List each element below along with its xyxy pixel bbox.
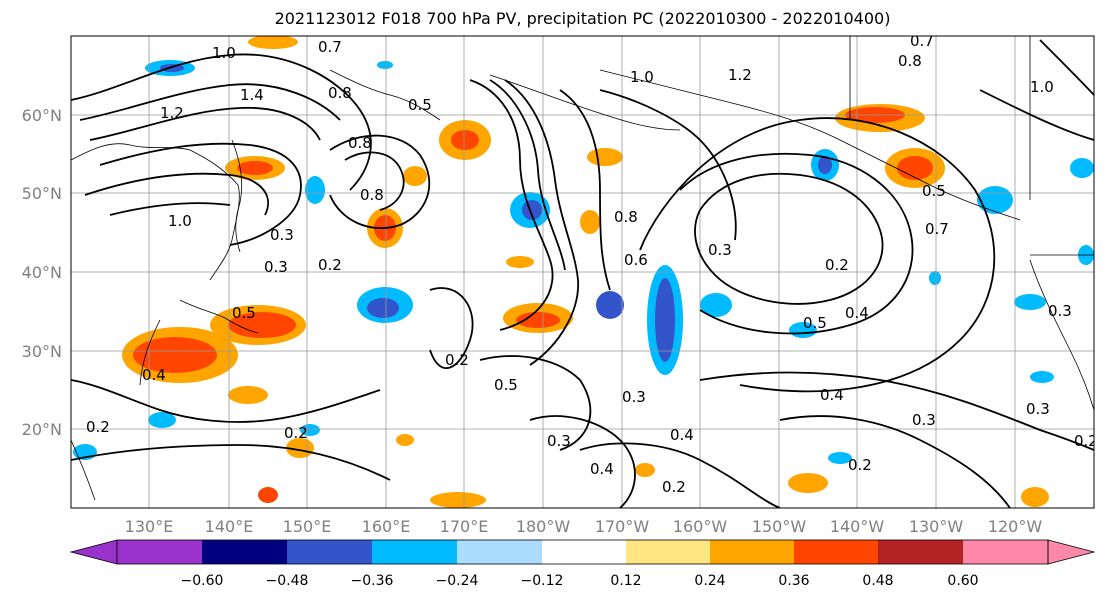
contour-label: 0.8: [898, 52, 922, 70]
contour-label: 0.7: [925, 220, 949, 238]
lon-label: 150°W: [752, 517, 807, 536]
contour-label: 0.3: [1026, 400, 1050, 418]
contour-label: 0.4: [590, 460, 614, 478]
colorbar-segment: [202, 540, 287, 564]
contour-label: 0.3: [1048, 302, 1072, 320]
contour-label: 0.4: [670, 426, 694, 444]
colorbar-tick-label: 0.12: [610, 573, 641, 589]
colorbar-segment: [117, 540, 202, 564]
map-border: [70, 35, 1095, 509]
colorbar: −0.60 −0.48 −0.36 −0.24 −0.12 0.12 0.24 …: [69, 539, 1096, 589]
colorbar-tick-label: 0.60: [947, 573, 978, 589]
colorbar-segment: [710, 540, 794, 564]
colorbar-segment: [372, 540, 457, 564]
contour-label: 0.4: [845, 304, 869, 322]
map-gridlines: [71, 36, 1094, 508]
colorbar-segment: [878, 540, 963, 564]
colorbar-segment: [287, 540, 372, 564]
lon-label: 120°W: [988, 517, 1043, 536]
contour-label: 0.2: [848, 456, 872, 474]
lon-label: 140°E: [205, 517, 254, 536]
contour-label: 1.0: [1030, 78, 1054, 96]
colorbar-segment: [794, 540, 878, 564]
colorbar-tick-label: 0.24: [694, 573, 725, 589]
lat-label-30n: 30°N: [22, 342, 62, 361]
contour-label: 0.3: [912, 411, 936, 429]
lat-label-40n: 40°N: [22, 263, 62, 282]
contour-label: 1.0: [212, 44, 236, 62]
contour-label: 0.3: [270, 226, 294, 244]
colorbar-tick-label: 0.48: [862, 573, 893, 589]
contour-label: 0.3: [547, 432, 571, 450]
contour-label: 1.4: [240, 86, 264, 104]
contour-label: 0.2: [318, 256, 342, 274]
contour-label: 0.2: [284, 424, 308, 442]
contour-label: 0.5: [922, 182, 946, 200]
contour-label: 0.2: [1074, 432, 1098, 450]
contour-label: 0.2: [825, 256, 849, 274]
lat-label-20n: 20°N: [22, 420, 62, 439]
contour-label: 0.3: [264, 258, 288, 276]
contour-label: 0.8: [360, 186, 384, 204]
contour-label: 0.2: [445, 351, 469, 369]
colorbar-tick-label: −0.36: [351, 573, 394, 589]
lon-label: 140°W: [830, 517, 885, 536]
lat-label-60n: 60°N: [22, 106, 62, 125]
longitude-labels: 130°E 140°E 150°E 160°E 170°E 180°W 170°…: [125, 517, 1043, 536]
colorbar-segment: [963, 540, 1048, 564]
contour-label: 1.0: [630, 68, 654, 86]
lon-label: 160°W: [673, 517, 728, 536]
contour-label: 1.2: [160, 104, 184, 122]
colorbar-tick-label: −0.24: [436, 573, 479, 589]
pv-contours: [71, 39, 1094, 508]
contour-label: 0.5: [803, 314, 827, 332]
colorbar-extend-left: [69, 539, 118, 565]
colorbar-tick-label: 0.36: [778, 573, 809, 589]
lon-label: 130°W: [909, 517, 964, 536]
colorbar-tick-label: −0.12: [521, 573, 564, 589]
contour-label: 1.0: [168, 212, 192, 230]
lon-label: 130°E: [125, 517, 174, 536]
contour-label: 0.7: [910, 32, 934, 50]
contour-label: 0.2: [662, 478, 686, 496]
lat-label-50n: 50°N: [22, 184, 62, 203]
lon-label: 180°W: [516, 517, 571, 536]
contour-label: 1.2: [728, 66, 752, 84]
contour-label: 0.4: [142, 366, 166, 384]
contour-label: 0.5: [408, 96, 432, 114]
lon-label: 170°E: [440, 517, 489, 536]
lon-label: 160°E: [362, 517, 411, 536]
colorbar-segment: [626, 540, 710, 564]
coastlines: [71, 36, 1094, 501]
colorbar-border: [116, 539, 1049, 565]
lon-label: 170°W: [595, 517, 650, 536]
contour-label: 0.5: [232, 304, 256, 322]
contour-label: 0.3: [622, 388, 646, 406]
contour-label: 0.7: [318, 38, 342, 56]
colorbar-segment: [542, 540, 626, 564]
contour-label: 0.5: [494, 376, 518, 394]
lon-label: 150°E: [283, 517, 332, 536]
contour-label: 0.4: [820, 386, 844, 404]
contour-label: 0.6: [624, 251, 648, 269]
contour-label: 0.2: [86, 418, 110, 436]
contour-label: 0.3: [708, 241, 732, 259]
colorbar-segment: [457, 540, 542, 564]
contour-label: 0.8: [348, 134, 372, 152]
colorbar-extend-right: [1047, 539, 1096, 565]
latitude-labels: 60°N 50°N 40°N 30°N 20°N: [22, 106, 62, 439]
contour-labels: 1.0 0.7 1.2 1.4 0.8 0.5 1.0 0.8 0.3 0.2 …: [86, 32, 1098, 496]
contour-label: 0.8: [328, 84, 352, 102]
colorbar-tick-label: −0.48: [266, 573, 309, 589]
map-title: 2021123012 F018 700 hPa PV, precipitatio…: [274, 9, 891, 28]
contour-label: 0.8: [614, 208, 638, 226]
colorbar-tick-label: −0.60: [181, 573, 224, 589]
